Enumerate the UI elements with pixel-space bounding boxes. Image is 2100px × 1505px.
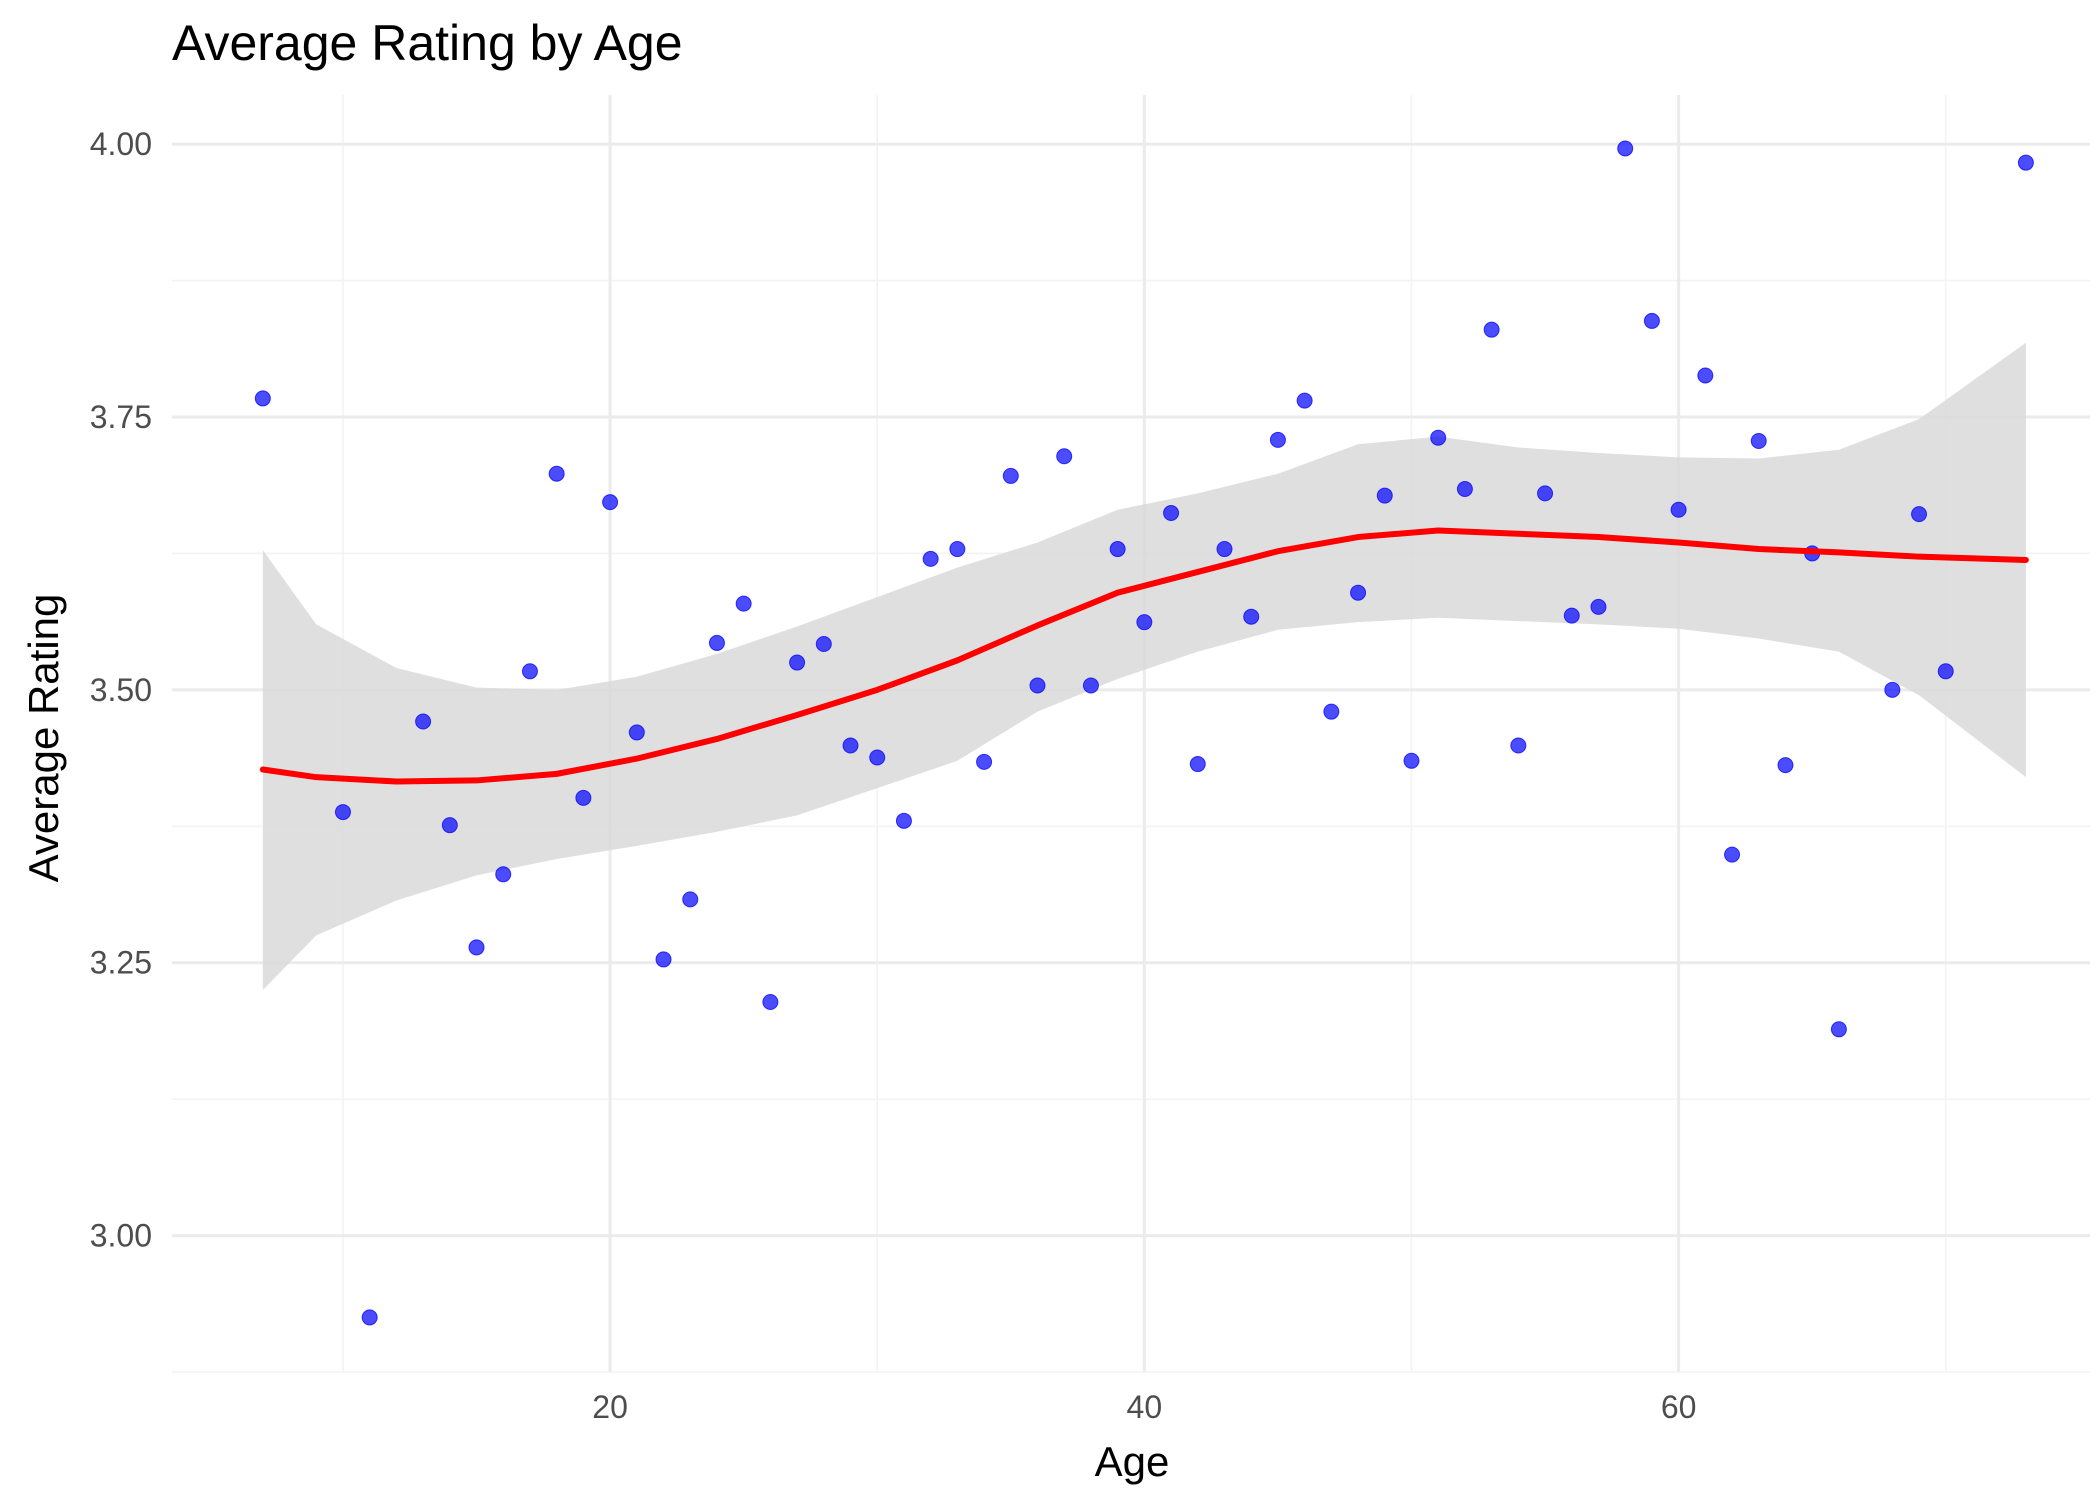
data-point xyxy=(1216,541,1233,558)
data-point xyxy=(1430,429,1447,446)
x-tick-label: 40 xyxy=(1127,1389,1163,1425)
confidence-band-layer xyxy=(262,342,2026,990)
data-point xyxy=(922,550,939,567)
data-point xyxy=(815,636,832,653)
trend-line xyxy=(259,527,2029,785)
data-point xyxy=(521,663,538,680)
data-point xyxy=(976,753,993,770)
y-tick-label: 3.00 xyxy=(90,1218,152,1254)
tick-label-layer: 20 40 60 3.00 3.25 3.50 3.75 4.00 xyxy=(90,126,1697,1425)
data-point xyxy=(575,789,592,806)
data-point xyxy=(1376,487,1393,504)
data-point xyxy=(2017,154,2034,171)
data-point xyxy=(1537,485,1554,502)
data-point xyxy=(1136,614,1153,631)
data-point xyxy=(1590,598,1607,615)
data-point xyxy=(1350,584,1367,601)
data-point xyxy=(254,390,271,407)
data-point xyxy=(1830,1021,1847,1038)
data-point xyxy=(1697,367,1714,384)
data-point xyxy=(1617,140,1634,157)
data-point xyxy=(1243,608,1260,625)
y-tick-label: 3.50 xyxy=(90,672,152,708)
chart-title: Average Rating by Age xyxy=(172,15,683,71)
data-point xyxy=(1029,677,1046,694)
confidence-band xyxy=(262,342,2026,990)
data-point xyxy=(415,713,432,730)
data-point xyxy=(949,541,966,558)
data-point xyxy=(1163,505,1180,522)
data-point xyxy=(1002,467,1019,484)
data-point xyxy=(1563,607,1580,624)
data-point xyxy=(1750,432,1767,449)
data-point xyxy=(762,993,779,1010)
data-point xyxy=(1777,757,1794,774)
data-point xyxy=(682,891,699,908)
data-point xyxy=(468,939,485,956)
trend-line-layer xyxy=(259,527,2029,785)
data-point xyxy=(1056,448,1073,465)
x-tick-label: 60 xyxy=(1661,1389,1697,1425)
y-tick-label: 3.75 xyxy=(90,399,152,435)
data-point xyxy=(708,634,725,651)
data-point xyxy=(361,1309,378,1326)
data-point xyxy=(1483,321,1500,338)
points-layer xyxy=(254,140,2034,1326)
data-point xyxy=(789,654,806,671)
data-point xyxy=(1269,431,1286,448)
data-point xyxy=(1724,846,1741,863)
data-point xyxy=(1082,677,1099,694)
data-point xyxy=(895,812,912,829)
data-point xyxy=(1510,737,1527,754)
data-point xyxy=(1884,681,1901,698)
x-axis-title: Age xyxy=(1095,1438,1170,1485)
data-point xyxy=(628,724,645,741)
data-point xyxy=(495,866,512,883)
data-point xyxy=(1323,703,1340,720)
data-point xyxy=(1296,392,1313,409)
grid-layer xyxy=(172,95,2090,1373)
data-point xyxy=(334,804,351,821)
data-point xyxy=(869,749,886,766)
data-point xyxy=(655,951,672,968)
data-point xyxy=(1403,752,1420,769)
data-point xyxy=(1670,501,1687,518)
data-point xyxy=(602,494,619,511)
data-point xyxy=(548,465,565,482)
data-point xyxy=(1189,756,1206,773)
data-point xyxy=(1937,663,1954,680)
data-point xyxy=(1643,312,1660,329)
data-point xyxy=(1911,506,1928,523)
x-tick-label: 20 xyxy=(592,1389,628,1425)
data-point xyxy=(735,595,752,612)
data-point xyxy=(441,817,458,834)
y-tick-label: 4.00 xyxy=(90,126,152,162)
data-point xyxy=(1109,541,1126,558)
data-point xyxy=(842,737,859,754)
y-axis-title: Average Rating xyxy=(20,594,67,883)
data-point xyxy=(1456,481,1473,498)
y-tick-label: 3.25 xyxy=(90,945,152,981)
